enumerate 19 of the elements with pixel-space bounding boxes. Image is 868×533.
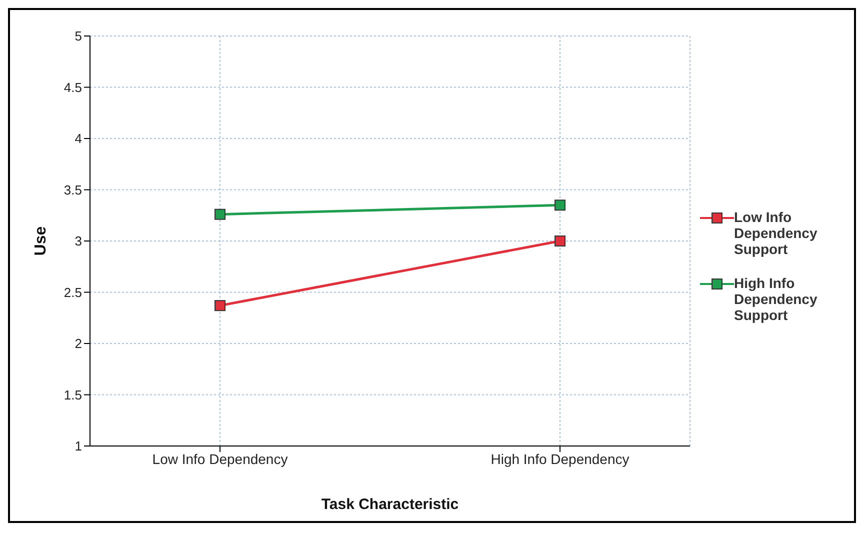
y-axis-title: Use xyxy=(32,226,50,256)
y-tick-label: 1 xyxy=(74,438,82,454)
y-tick-label: 5 xyxy=(74,28,82,44)
y-tick-label: 2.5 xyxy=(64,284,82,300)
x-tick-label: Low Info Dependency xyxy=(152,450,288,466)
point xyxy=(554,199,566,210)
legend-label: High Info Dependency Support xyxy=(734,274,818,322)
x-tick-label: High Info Dependency xyxy=(490,450,630,466)
y-tick-label: 4 xyxy=(74,130,82,146)
y-tick-label: 2 xyxy=(74,336,82,351)
point xyxy=(554,235,566,246)
y-tick-label: 3 xyxy=(74,233,82,248)
x-axis-title: Task Characteristic xyxy=(321,496,459,512)
legend-label: Low Info Dependency Support xyxy=(734,208,818,256)
y-tick-label: 3.5 xyxy=(64,182,82,197)
y-tick-label: 1.5 xyxy=(64,386,82,402)
y-tick-label: 4.5 xyxy=(64,79,82,94)
point xyxy=(214,300,226,311)
point xyxy=(214,208,226,220)
